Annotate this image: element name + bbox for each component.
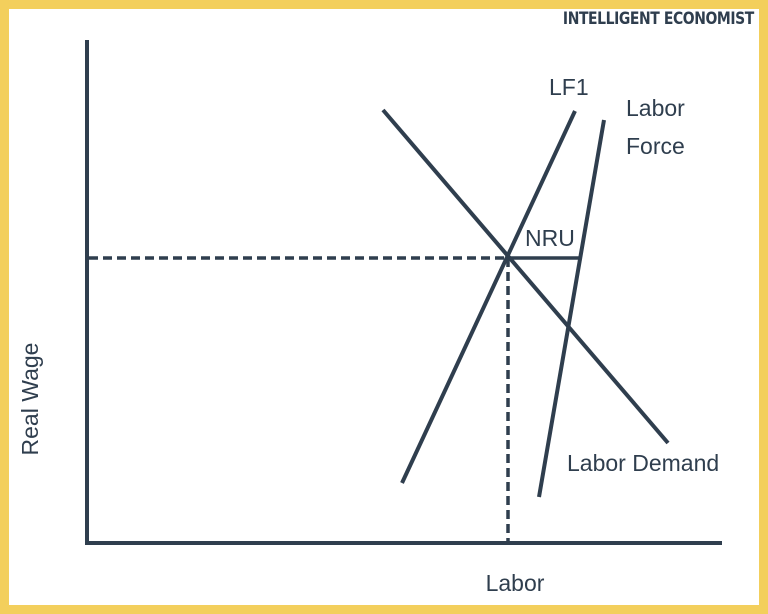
lf1-curve — [400, 110, 577, 484]
lf1-label: LF1 — [549, 74, 589, 100]
labor-force-label-line2: Force — [626, 133, 685, 159]
labor-demand-label: Labor Demand — [567, 450, 719, 476]
labor-force-label-line1: Labor — [626, 95, 685, 121]
labor-force-curve — [537, 119, 606, 498]
diagram-frame — [9, 9, 759, 605]
y-axis-label: Real Wage — [17, 343, 43, 456]
labor-demand-curve — [381, 108, 670, 445]
x-axis-label: Labor — [486, 570, 545, 596]
brand-logo: INTELLIGENT ECONOMIST — [563, 9, 754, 29]
nru-label: NRU — [525, 225, 575, 251]
